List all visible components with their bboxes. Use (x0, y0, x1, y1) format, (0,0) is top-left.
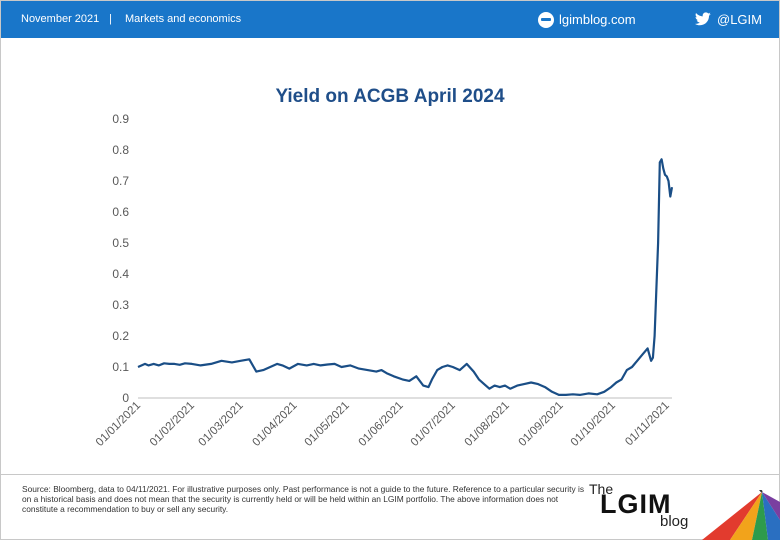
chart-title: Yield on ACGB April 2024 (275, 86, 505, 107)
series-line-acgb-april-2024 (137, 158, 674, 396)
y-tick-label: 0.5 (112, 236, 129, 250)
x-tick-label: 01/10/2021 (569, 400, 618, 449)
source-disclaimer: Source: Bloomberg, data to 04/11/2021. F… (22, 484, 585, 515)
x-tick-label: 01/08/2021 (463, 400, 512, 449)
logo-the-text: The (589, 481, 614, 497)
logo-lgim-text: LGIM (600, 489, 672, 519)
yield-chart: Yield on ACGB April 2024 0 0.1 0.2 0.3 0.4 0.… (94, 86, 674, 449)
y-tick-label: 0.2 (112, 329, 129, 343)
website-link[interactable]: lgimblog.com (559, 12, 636, 27)
header-section-link[interactable]: Markets and economics (125, 13, 242, 25)
y-tick-label: 0.8 (112, 143, 129, 157)
x-tick-label: 01/02/2021 (148, 400, 197, 449)
twitter-bird-icon (695, 12, 711, 26)
y-tick-label: 0.9 (112, 112, 129, 126)
x-tick-label: 01/04/2021 (250, 400, 299, 449)
y-tick-label: 0.3 (112, 298, 129, 312)
globe-icon (538, 12, 554, 28)
y-tick-label: 0.6 (112, 205, 129, 219)
y-tick-label: 0 (122, 391, 129, 405)
header-date: November 2021 (21, 13, 100, 25)
footer-divider (1, 474, 779, 475)
umbrella-logo-icon (702, 490, 780, 540)
y-axis-ticks: 0 0.1 0.2 0.3 0.4 0.5 0.6 0.7 0.8 0.9 (112, 112, 129, 405)
y-tick-label: 0.7 (112, 174, 129, 188)
header-bar: November 2021 | Markets and economics lg… (1, 1, 779, 38)
y-tick-label: 0.1 (112, 360, 129, 374)
twitter-handle-link[interactable]: @LGIM (717, 12, 762, 27)
x-tick-label: 01/11/2021 (623, 400, 672, 449)
x-tick-label: 01/03/2021 (197, 400, 246, 449)
y-tick-label: 0.4 (112, 267, 129, 281)
x-tick-label: 01/05/2021 (303, 400, 352, 449)
x-axis-ticks: 01/01/2021 01/02/2021 01/03/2021 01/04/2021… (94, 400, 672, 449)
header-separator: | (109, 13, 112, 25)
x-tick-label: 01/09/2021 (517, 400, 566, 449)
logo-blog-text: blog (660, 513, 689, 530)
x-tick-label: 01/06/2021 (357, 400, 406, 449)
x-tick-label: 01/01/2021 (94, 400, 143, 449)
x-tick-label: 01/07/2021 (409, 400, 458, 449)
